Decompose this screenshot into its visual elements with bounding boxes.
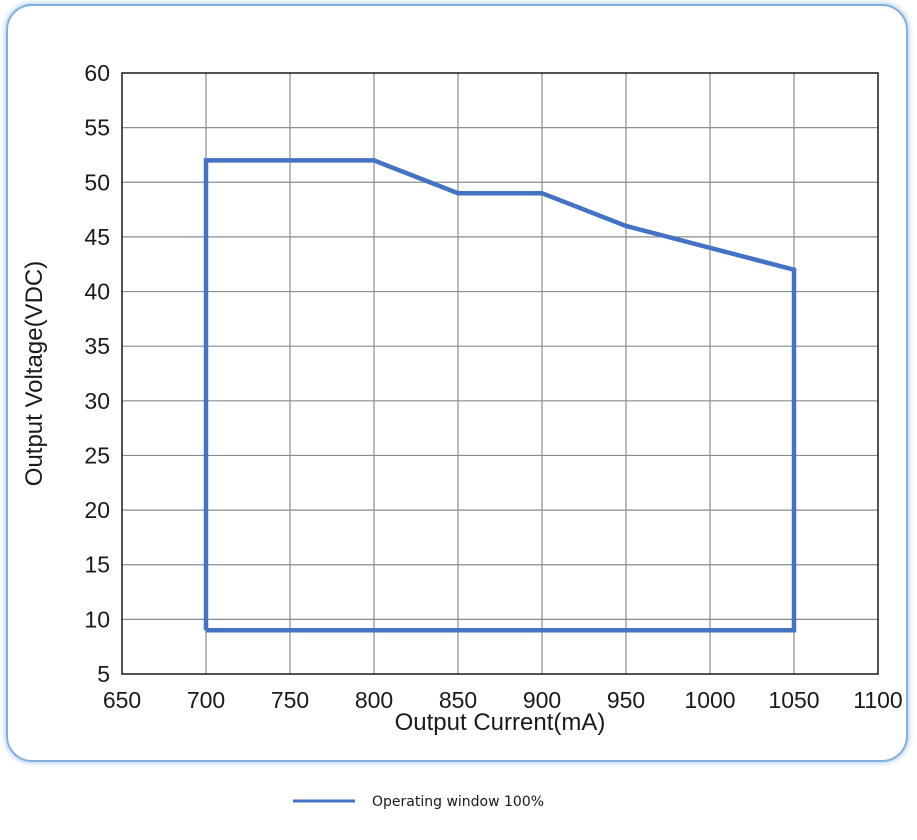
y-tick-label-35: 35 bbox=[84, 333, 110, 359]
y-tick-label-55: 55 bbox=[84, 115, 110, 141]
x-tick-label-800: 800 bbox=[355, 687, 393, 713]
series-layer bbox=[203, 158, 797, 633]
y-tick-label-25: 25 bbox=[84, 442, 110, 468]
chart-frame bbox=[6, 4, 908, 762]
y-tick-label-40: 40 bbox=[84, 279, 110, 305]
x-tick-label-1000: 1000 bbox=[684, 687, 735, 713]
x-axis-title: Output Current(mA) bbox=[395, 709, 606, 736]
y-tick-label-30: 30 bbox=[84, 388, 110, 414]
grid bbox=[122, 73, 878, 674]
x-tick-label-850: 850 bbox=[439, 687, 477, 713]
y-tick-label-45: 45 bbox=[84, 224, 110, 250]
y-tick-label-60: 60 bbox=[84, 60, 110, 86]
x-tick-label-750: 750 bbox=[271, 687, 309, 713]
x-tick-label-1050: 1050 bbox=[768, 687, 819, 713]
x-tick-label-700: 700 bbox=[187, 687, 225, 713]
y-tick-label-50: 50 bbox=[84, 169, 110, 195]
x-tick-label-1100: 1100 bbox=[853, 687, 902, 713]
legend: Operating window 100% bbox=[293, 794, 544, 810]
series-line-operating-window bbox=[203, 158, 797, 633]
y-tick-label-5: 5 bbox=[97, 661, 110, 687]
x-tick-label-650: 650 bbox=[103, 687, 141, 713]
plot-area-border bbox=[121, 72, 879, 675]
y-tick-label-20: 20 bbox=[84, 497, 110, 523]
y-axis-title: Output Voltage(VDC) bbox=[21, 261, 48, 486]
y-tick-label-10: 10 bbox=[84, 606, 110, 632]
x-tick-label-900: 900 bbox=[523, 687, 561, 713]
tick-labels: 650 700 750 800 850 900 950 1000 1050 1100 5 10 15 20… bbox=[84, 60, 902, 713]
x-tick-label-950: 950 bbox=[607, 687, 645, 713]
y-tick-label-15: 15 bbox=[84, 552, 110, 578]
legend-label-operating-window: Operating window 100% bbox=[372, 794, 544, 810]
